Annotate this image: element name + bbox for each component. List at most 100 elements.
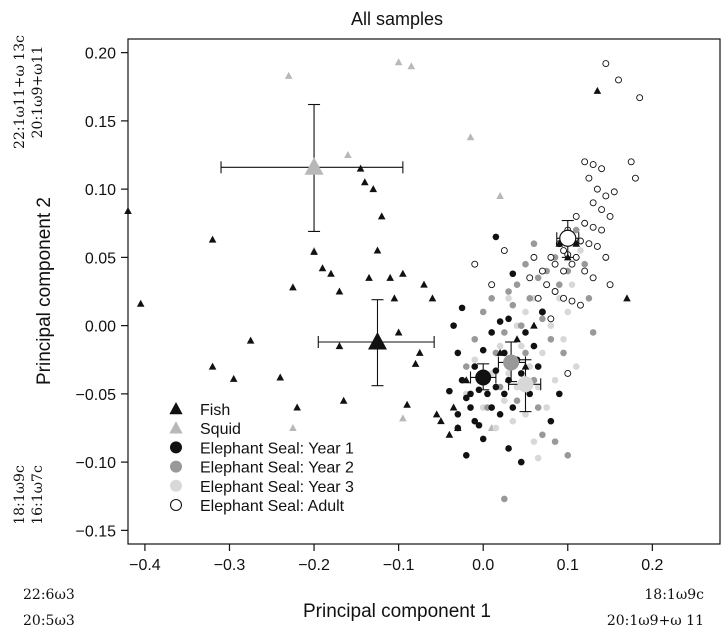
elephant-seal-year-1-point bbox=[496, 411, 504, 418]
elephant-seal-year-3-point bbox=[496, 342, 504, 350]
elephant-seal-year-1-point bbox=[488, 329, 495, 336]
elephant-seal-year-1-point bbox=[479, 435, 487, 443]
legend-squid-label: Squid bbox=[200, 421, 241, 438]
elephant-seal-year-1-point bbox=[479, 346, 487, 354]
y-bottom-annotation-2: 16:1ω7c bbox=[30, 465, 46, 525]
elephant-seal-year-1-point bbox=[450, 322, 457, 329]
elephant-seal-year-3-point bbox=[492, 424, 500, 432]
group-means bbox=[220, 103, 580, 413]
fish-point bbox=[246, 336, 255, 344]
elephant-seal-year-1-point bbox=[547, 417, 555, 425]
elephant-seal-year-1-point bbox=[484, 390, 491, 398]
fish-point bbox=[555, 239, 564, 247]
elephant-seal-year-2-point bbox=[556, 281, 563, 288]
elephant-seal-year-3-point bbox=[505, 295, 512, 302]
elephant-seal-adult-point bbox=[568, 297, 576, 305]
elephant-seal-adult-point bbox=[581, 219, 589, 227]
fish-point bbox=[361, 178, 369, 186]
elephant-seal-year-2-point bbox=[539, 431, 546, 439]
elephant-seal-year-1-point bbox=[467, 390, 474, 398]
elephant-seal-year-2-point bbox=[471, 335, 479, 343]
x-right-annotation-2: 20:1ω9+ω 11 bbox=[607, 613, 704, 629]
elephant-seal-year-3-point bbox=[568, 281, 576, 288]
legend-fish-label: Fish bbox=[200, 402, 230, 419]
elephant-seal-year-1-point bbox=[556, 390, 563, 398]
elephant-seal-year-1-point bbox=[505, 445, 512, 452]
fish-point bbox=[445, 430, 454, 438]
y-tick-label: 0.00 bbox=[85, 319, 116, 336]
elephant-seal-adult-point bbox=[568, 260, 576, 268]
elephant-seal-year-1-point bbox=[530, 342, 538, 350]
elephant-seal-adult-point bbox=[560, 247, 567, 255]
fish-point bbox=[369, 185, 378, 193]
elephant-seal-year-1-point bbox=[509, 270, 517, 278]
elephant-seal-year-2-point bbox=[488, 295, 495, 302]
y-tick-label: 0.10 bbox=[85, 182, 116, 199]
elephant-seal-year-1-point bbox=[501, 390, 508, 398]
fish-point bbox=[437, 417, 445, 425]
elephant-seal-year-3-point bbox=[572, 363, 580, 370]
y-top-annotation-2: 20:1ω9+ω11 bbox=[30, 46, 46, 139]
elephant-seal-year-2-point bbox=[572, 226, 580, 234]
elephant-seal-adult-point bbox=[547, 253, 555, 261]
elephant-seal-adult-point bbox=[585, 174, 593, 182]
elephant-seal-year-3-point bbox=[577, 247, 584, 254]
fish-point bbox=[513, 335, 521, 343]
elephant-seal-year-3-point bbox=[522, 308, 529, 316]
elephant-seal-adult-point bbox=[560, 294, 567, 302]
elephant-seal-year-2-point bbox=[501, 329, 508, 336]
elephant-seal-year-1-point bbox=[517, 458, 525, 466]
chart-title: All samples bbox=[351, 9, 443, 29]
squid-point bbox=[407, 62, 416, 70]
elephant-seal-adult-point bbox=[606, 212, 614, 220]
squid-point bbox=[344, 151, 352, 159]
legend-elephant-seal-year-2-label: Elephant Seal: Year 2 bbox=[200, 460, 354, 477]
fish-point bbox=[208, 362, 217, 370]
fish-point bbox=[394, 328, 403, 336]
elephant-seal-year-2-point bbox=[526, 295, 534, 302]
elephant-seal-adult-point bbox=[538, 267, 546, 275]
elephant-seal-adult-point bbox=[534, 294, 542, 302]
elephant-seal-adult-point bbox=[631, 174, 639, 182]
elephant-seal-adult-point bbox=[589, 274, 597, 282]
elephant-seal-year-2-point bbox=[589, 329, 597, 336]
fish-point bbox=[411, 359, 420, 367]
fish-point bbox=[365, 273, 373, 281]
fish-point bbox=[293, 403, 301, 411]
squid-point bbox=[394, 58, 403, 66]
elephant-seal-adult-point bbox=[598, 165, 606, 173]
elephant-seal-year-1-point bbox=[475, 421, 483, 429]
plot-frame bbox=[127, 38, 721, 545]
fish-point bbox=[454, 423, 462, 431]
elephant-seal-year-1-point bbox=[467, 404, 474, 411]
elephant-seal-year-2-point bbox=[522, 260, 529, 268]
elephant-seal-adult-point bbox=[602, 253, 610, 261]
fish-point bbox=[496, 348, 504, 356]
legend-elephant-seal-year-3-label: Elephant Seal: Year 3 bbox=[200, 479, 354, 496]
elephant-seal-adult-point bbox=[598, 206, 606, 214]
elephant-seal-year-2-point bbox=[501, 495, 508, 503]
elephant-seal-adult-point bbox=[572, 212, 580, 220]
elephant-seal-year-3-point bbox=[534, 454, 542, 462]
fish-point bbox=[229, 374, 238, 382]
y-tick-label: −0.15 bbox=[76, 523, 117, 540]
elephant-seal-adult-point bbox=[551, 260, 559, 268]
elephant-seal-year-3-point bbox=[522, 411, 529, 418]
elephant-seal-adult-point bbox=[598, 226, 606, 234]
y-tick-label: −0.05 bbox=[76, 387, 117, 404]
fish-point bbox=[208, 235, 217, 243]
x-axis-label: Principal component 1 bbox=[303, 601, 491, 622]
fish-point bbox=[373, 246, 382, 254]
elephant-seal-year-1-point bbox=[458, 304, 466, 312]
squid-point bbox=[284, 71, 293, 79]
fish-point bbox=[377, 212, 386, 220]
fish-point bbox=[335, 287, 344, 295]
elephant-seal-adult-point bbox=[581, 158, 589, 166]
plot-area: −0.4 −0.3 −0.2 −0.1 0.0 0.1 0.2 −0.15 −0.10 −0.0… bbox=[76, 38, 721, 574]
elephant-seal-adult-point bbox=[500, 247, 508, 255]
elephant-seal-adult-point bbox=[581, 267, 589, 275]
elephant-seal-year-3-point bbox=[530, 438, 538, 445]
elephant-seal-year-3-point bbox=[547, 322, 555, 329]
legend-elephant-seal-adult-marker bbox=[169, 498, 183, 512]
